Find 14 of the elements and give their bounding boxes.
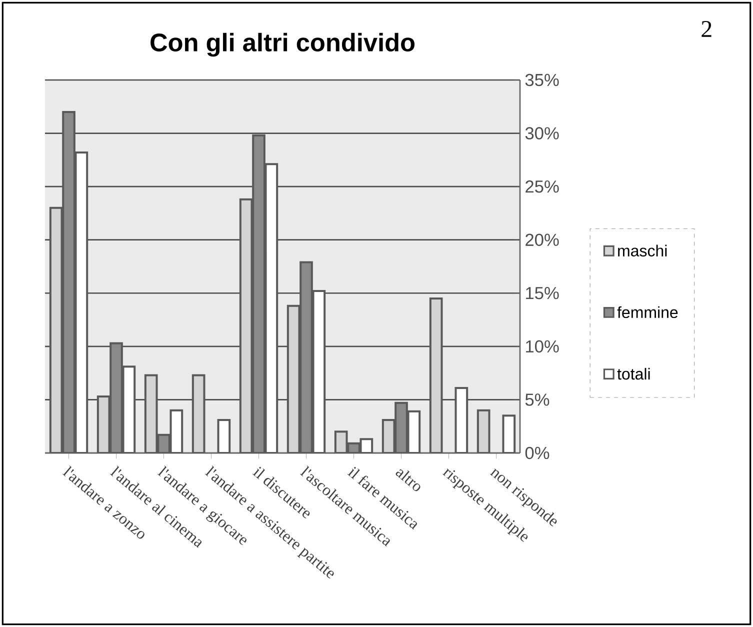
y-tick-label: 0% xyxy=(525,446,550,460)
y-tick-label: 35% xyxy=(525,74,559,86)
legend-label: totali xyxy=(617,368,650,380)
y-tick-label: 25% xyxy=(526,180,559,193)
chart-title: Con gli altri condivido xyxy=(150,32,415,57)
x-tick-label: altro xyxy=(396,469,420,492)
y-tick-label: 5% xyxy=(525,394,550,406)
y-tick-label: 10% xyxy=(526,340,559,353)
y-tick-label: 15% xyxy=(526,287,559,300)
text: 2 xyxy=(702,21,712,37)
y-tick-label: 20% xyxy=(526,234,559,246)
legend-label: femmine xyxy=(617,306,678,318)
legend-label: maschi xyxy=(618,244,667,256)
y-tick-label: 30% xyxy=(525,127,559,140)
